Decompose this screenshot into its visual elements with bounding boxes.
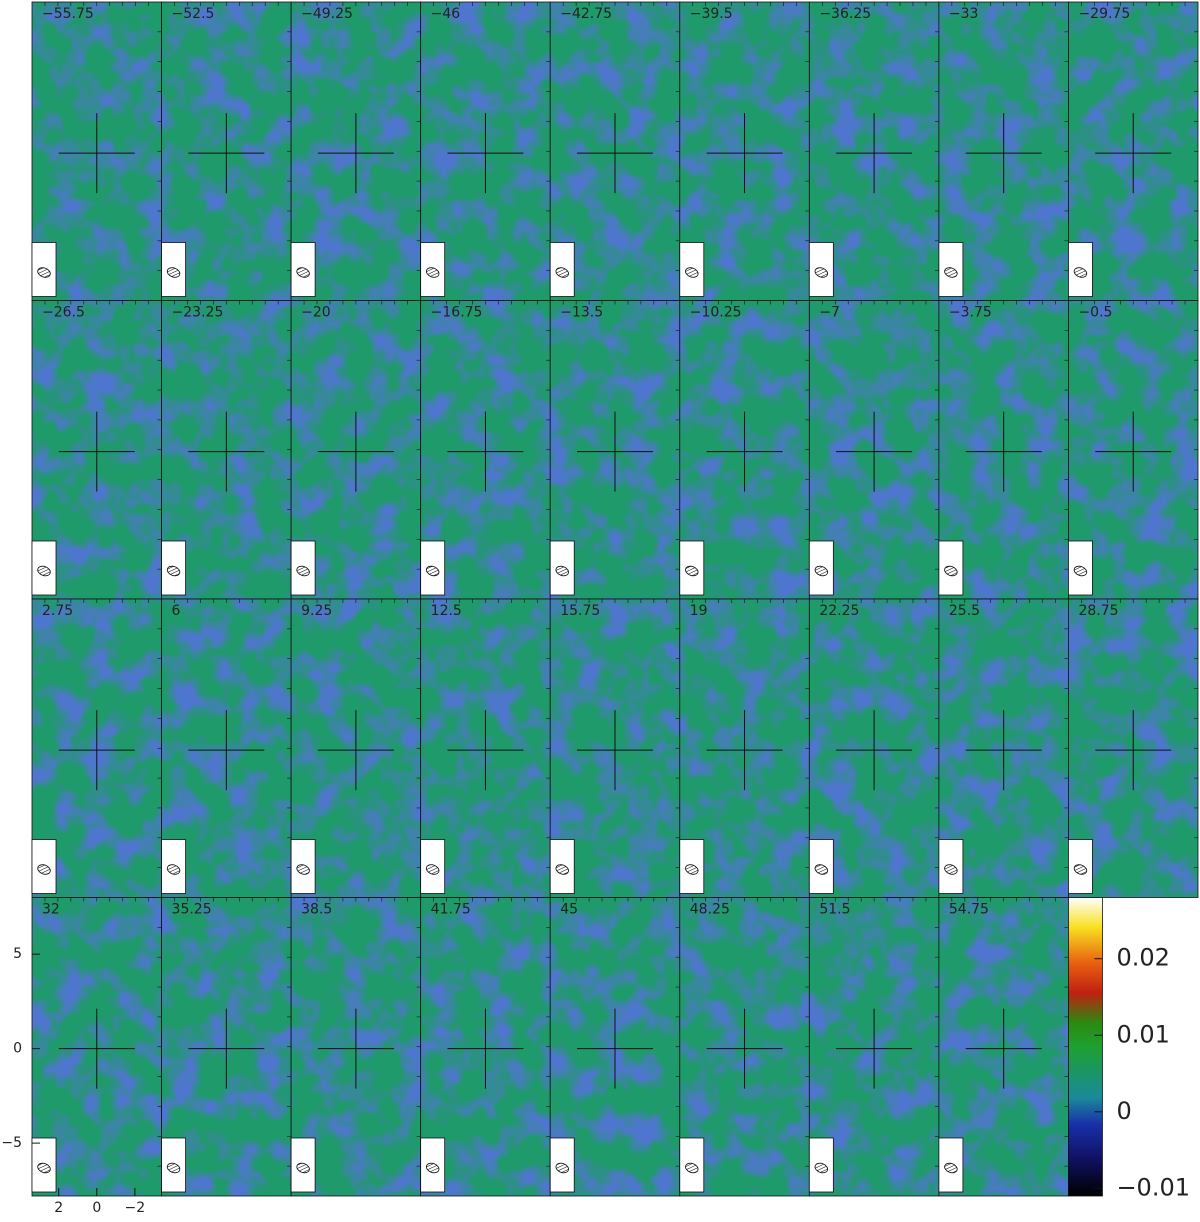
beam <box>425 1162 440 1174</box>
beam <box>1073 267 1088 278</box>
beam <box>685 267 699 278</box>
channel-label: 38.5 <box>301 902 332 918</box>
colorbar-tick-label: 0.01 <box>1116 1020 1169 1048</box>
beam <box>814 565 829 577</box>
channel-label: −49.25 <box>301 6 353 22</box>
channel-label: 32 <box>42 902 60 918</box>
y-tick-label: 5 <box>13 946 22 962</box>
channel-label: 35.25 <box>172 902 212 918</box>
channel-label: −0.5 <box>1078 305 1112 321</box>
y-tick-label: 0 <box>13 1041 22 1057</box>
x-tick-label: 2 <box>54 1200 63 1216</box>
beam <box>814 267 829 278</box>
channel-label: 9.25 <box>301 603 332 619</box>
channel-label: 19 <box>690 603 708 619</box>
beam <box>425 267 440 278</box>
beam <box>944 267 958 278</box>
beam <box>814 1162 829 1174</box>
beam-box <box>161 1137 186 1193</box>
beam <box>425 864 440 875</box>
beam-box <box>549 1137 575 1193</box>
channel-label: −3.75 <box>949 305 992 321</box>
channel-label: 25.5 <box>949 603 980 619</box>
beam <box>555 565 569 577</box>
channel-label: −52.5 <box>172 6 215 22</box>
channel-label: 45 <box>560 902 578 918</box>
beam <box>1073 864 1088 875</box>
beam <box>944 565 958 577</box>
channel-label: −16.75 <box>431 305 483 321</box>
beam <box>296 565 310 577</box>
channel-label: 48.25 <box>690 902 730 918</box>
channel-label: −42.75 <box>560 6 612 22</box>
beam <box>166 864 181 875</box>
channel-label: −36.25 <box>819 6 871 22</box>
beam <box>814 864 829 875</box>
beam <box>37 267 51 278</box>
channel-label: 28.75 <box>1078 603 1118 619</box>
channel-label: −23.25 <box>172 305 224 321</box>
channel-label: 15.75 <box>560 603 600 619</box>
channel-label: 2.75 <box>42 603 73 619</box>
channel-label: −55.75 <box>42 6 94 22</box>
y-tick-label: −5 <box>1 1135 22 1151</box>
channel-label: 51.5 <box>819 902 850 918</box>
beam <box>296 864 310 875</box>
colorbar <box>1068 897 1103 1197</box>
beam <box>685 1162 699 1174</box>
beam <box>37 565 51 577</box>
beam <box>166 267 181 278</box>
channel-label: −39.5 <box>690 6 733 22</box>
channel-label: 41.75 <box>431 902 471 918</box>
channel-label: −46 <box>431 6 461 22</box>
beam-box <box>290 540 316 596</box>
beam <box>296 267 310 278</box>
colorbar-tick-label: 0.02 <box>1116 944 1169 972</box>
x-tick-label: −2 <box>125 1200 146 1216</box>
colorbar-tick-label: −0.01 <box>1116 1173 1190 1201</box>
beam <box>555 1162 569 1174</box>
beam <box>425 565 440 577</box>
channel-label: 6 <box>172 603 181 619</box>
beam <box>555 864 569 875</box>
beam <box>555 267 569 278</box>
channel-label: −29.75 <box>1078 6 1130 22</box>
beam <box>1073 565 1088 577</box>
beam <box>166 565 181 577</box>
beam <box>37 864 51 875</box>
beam <box>944 864 958 875</box>
beam <box>166 1162 181 1174</box>
channel-label: 12.5 <box>431 603 462 619</box>
channel-label: −7 <box>819 305 840 321</box>
channel-label: −10.25 <box>690 305 742 321</box>
x-tick-label: 0 <box>92 1200 101 1216</box>
panels: −55.75 −52.5 −49.25 −46 −42.75 −39.5 −36.25 −33… <box>31 1 1199 1197</box>
channel-label: −13.5 <box>560 305 603 321</box>
channel-label: −33 <box>949 6 979 22</box>
channel-label: 54.75 <box>949 902 989 918</box>
beam <box>37 1162 51 1174</box>
channel-label: −20 <box>301 305 331 321</box>
colorbar-tick-label: 0 <box>1116 1097 1131 1125</box>
channel-label: 22.25 <box>819 603 859 619</box>
beam <box>685 864 699 875</box>
beam <box>296 1162 310 1174</box>
beam <box>685 565 699 577</box>
channel-label: −26.5 <box>42 305 85 321</box>
beam <box>944 1162 958 1174</box>
